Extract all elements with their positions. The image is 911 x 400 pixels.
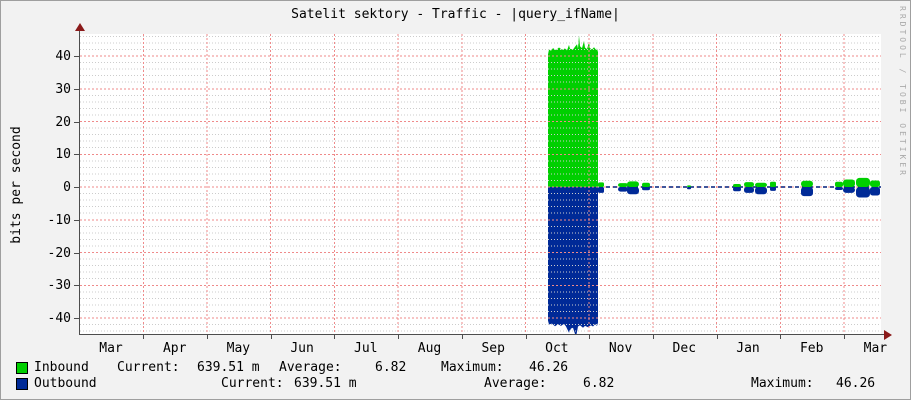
inbound-blip [687,185,691,187]
inbound-blip [733,184,741,187]
y-tick-label: 40 [55,49,71,64]
inbound-blip [627,181,639,187]
y-tick [74,88,79,90]
y-tick [74,154,79,156]
x-month-label: Aug [417,341,442,356]
x-month-label: Apr [162,341,187,356]
inbound-blip [870,180,880,187]
inbound-maximum-label: Maximum: [441,360,504,375]
plot-area [80,34,881,334]
x-tick [461,335,463,339]
outbound-blip [870,187,880,196]
y-tick-label: 0 [63,180,71,195]
y-tick [74,285,79,287]
outbound-blip [687,187,691,190]
inbound-blip [755,182,767,187]
outbound-blip [770,187,776,191]
x-month-label: Nov [608,341,633,356]
outbound-average-label: Average: [484,376,547,391]
inbound-blip [835,181,843,187]
rrdtool-watermark: RRDTOOL / TOBI OETIKER [898,6,907,178]
inbound-blip [843,179,855,187]
traffic-chart [80,34,881,334]
inbound-current-value: 639.51 m [197,360,260,375]
x-axis-line [79,334,885,335]
x-month-label: Feb [799,341,824,356]
y-tick [74,252,79,254]
x-month-label: May [226,341,251,356]
y-tick-label: -40 [47,311,71,326]
inbound-current-label: Current: [117,360,180,375]
outbound-current-label: Current: [221,376,284,391]
x-tick [716,335,718,339]
x-month-label: Mar [863,341,888,356]
inbound-burst-area [548,35,598,187]
y-tick-label: 10 [55,147,71,163]
inbound-blip [642,182,650,187]
y-tick-label: 20 [55,114,71,130]
outbound-blip [755,187,767,195]
x-tick [589,335,591,339]
outbound-average-value: 6.82 [583,376,615,391]
y-tick-label: -10 [47,212,71,228]
outbound-swatch [16,378,28,390]
graph-title: Satelit sektory - Traffic - |query_ifNam… [291,7,620,22]
x-tick [652,335,654,339]
y-tick [74,219,79,221]
y-tick-label: 30 [55,81,71,97]
outbound-blip [843,187,855,193]
x-axis-arrow-icon [884,330,892,340]
x-month-label: Dec [672,341,697,356]
x-month-label: Oct [545,341,569,356]
outbound-maximum-label: Maximum: [751,376,814,391]
y-tick [74,318,79,319]
outbound-blip [733,187,741,192]
outbound-blip [618,187,628,192]
outbound-blip [744,187,754,193]
inbound-average-value: 6.82 [375,360,407,375]
outbound-blip [642,187,650,191]
y-tick [74,56,79,57]
x-tick [844,335,845,339]
y-tick-label: -30 [47,278,71,294]
inbound-blip [856,177,870,187]
x-month-label: Mar [99,341,123,356]
x-month-label: Jul [354,341,378,356]
inbound-blip [770,181,776,187]
x-month-label: Jan [736,341,760,356]
outbound-blip [856,187,870,198]
outbound-label: Outbound [34,376,97,391]
x-tick [143,335,145,339]
outbound-current-value: 639.51 m [294,376,357,391]
y-axis-arrow-icon [75,23,85,31]
inbound-swatch [16,362,28,374]
outbound-blip [598,187,604,193]
inbound-blip [801,180,813,187]
outbound-blip [835,187,843,190]
y-tick [74,187,79,188]
x-tick [207,335,208,339]
y-tick [74,121,79,123]
inbound-maximum-value: 46.26 [529,360,569,375]
inbound-blip [598,182,604,187]
y-axis-label: bits per second [9,126,24,244]
x-month-label: Sep [481,341,505,356]
x-month-label: Jun [290,341,314,356]
inbound-average-label: Average: [279,360,342,375]
outbound-maximum-value: 46.26 [836,376,876,391]
x-tick [525,335,527,339]
inbound-blip [618,183,628,187]
outbound-burst-area [548,187,598,334]
y-axis-line [79,29,80,334]
inbound-blip [744,182,754,187]
x-tick [398,335,400,339]
x-tick [334,335,336,339]
x-tick [780,335,782,339]
x-tick [270,335,272,339]
outbound-blip [627,187,639,195]
inbound-label: Inbound [34,360,89,375]
y-tick-label: -20 [47,245,71,261]
outbound-blip [801,187,813,197]
